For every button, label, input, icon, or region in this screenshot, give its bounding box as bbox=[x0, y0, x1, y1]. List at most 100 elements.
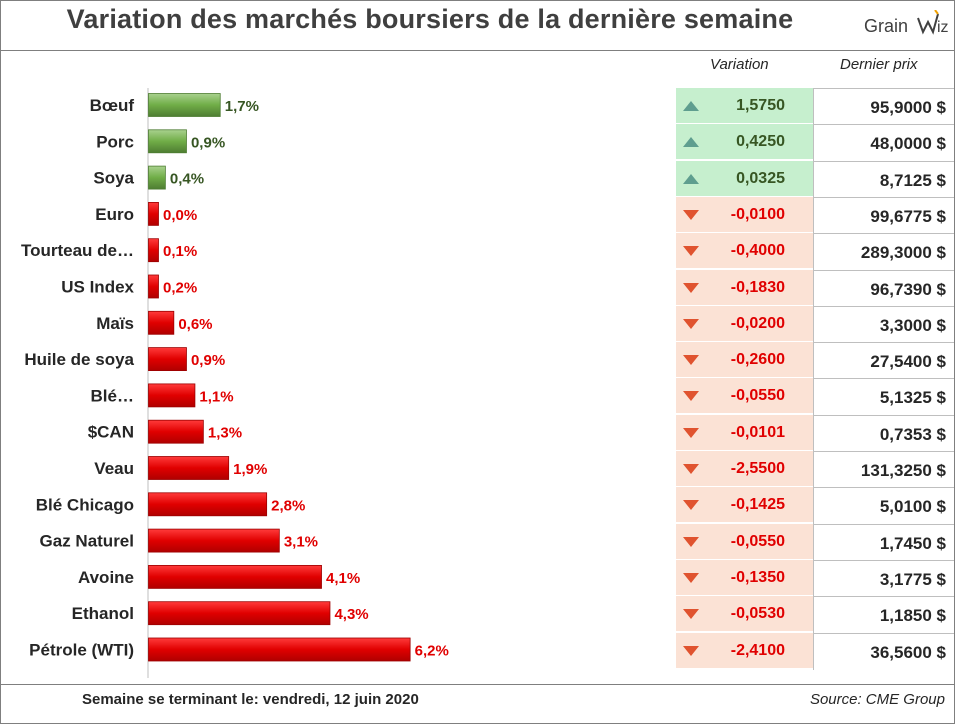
price-cell: 48,0000 $ bbox=[813, 124, 954, 162]
bar-chart: Bœuf 1,7% Porc 0,9% Soya 0,4% Euro 0,0% Tourteau… bbox=[21, 88, 449, 678]
triangle-down-icon bbox=[683, 282, 699, 293]
variation-cell: -0,2600 bbox=[676, 342, 813, 379]
variation-value: -0,0530 bbox=[730, 605, 785, 623]
bar-value-label: 0,1% bbox=[163, 243, 197, 260]
variation-cell: -0,1830 bbox=[676, 269, 813, 306]
variation-cell: 1,5750 bbox=[676, 88, 813, 124]
header-variation: Variation bbox=[710, 56, 769, 73]
price-value: 36,5600 $ bbox=[870, 642, 946, 662]
price-cell: 3,3000 $ bbox=[813, 305, 954, 343]
category-label: Soya bbox=[93, 169, 134, 188]
variation-value: -0,0550 bbox=[730, 532, 785, 550]
bar bbox=[148, 528, 280, 553]
triangle-down-icon bbox=[683, 536, 699, 547]
bar bbox=[148, 456, 230, 480]
price-value: 3,1775 $ bbox=[879, 569, 946, 589]
category-label: Veau bbox=[94, 459, 134, 478]
price-value: 96,7390 $ bbox=[870, 279, 946, 299]
triangle-down-icon bbox=[683, 645, 699, 656]
triangle-down-icon bbox=[683, 391, 699, 402]
variation-value: 0,4250 bbox=[736, 133, 785, 151]
table-row: -0,0550 5,1325 $ bbox=[676, 378, 954, 416]
price-value: 8,7125 $ bbox=[879, 170, 946, 190]
variation-cell: -2,4100 bbox=[676, 632, 813, 669]
variation-cell: -0,1425 bbox=[676, 487, 813, 524]
bar bbox=[148, 202, 159, 226]
category-label: Gaz Naturel bbox=[40, 532, 134, 551]
price-cell: 0,7353 $ bbox=[813, 414, 954, 452]
category-label: Tourteau de… bbox=[21, 241, 134, 260]
triangle-up-icon bbox=[683, 137, 699, 148]
price-value: 0,7353 $ bbox=[879, 424, 946, 444]
price-value: 5,1325 $ bbox=[879, 388, 946, 408]
variation-value: -0,0101 bbox=[730, 423, 785, 441]
variation-value: -0,0200 bbox=[730, 314, 785, 332]
category-label: Blé Chicago bbox=[36, 495, 134, 514]
variation-value: -0,1425 bbox=[730, 496, 785, 514]
bar-value-label: 2,8% bbox=[271, 497, 305, 514]
bar-value-label: 3,1% bbox=[284, 534, 318, 551]
table-row: -0,1425 5,0100 $ bbox=[676, 487, 954, 525]
variation-value: -0,0550 bbox=[730, 387, 785, 405]
bar-value-label: 0,4% bbox=[170, 171, 204, 188]
variation-value: -0,1350 bbox=[730, 568, 785, 586]
triangle-up-icon bbox=[683, 173, 699, 184]
triangle-down-icon bbox=[683, 209, 699, 220]
price-value: 131,3250 $ bbox=[860, 461, 946, 480]
price-value: 289,3000 $ bbox=[860, 243, 946, 263]
table-row: -0,4000 289,3000 $ bbox=[676, 233, 954, 271]
week-ending-label: Semaine se terminant le: vendredi, 12 ju… bbox=[82, 691, 419, 708]
price-value: 1,7450 $ bbox=[879, 533, 946, 553]
category-label: US Index bbox=[61, 278, 134, 297]
table-row: -0,0530 1,1850 $ bbox=[676, 596, 954, 634]
svg-text:iz: iz bbox=[937, 19, 949, 36]
category-label: Porc bbox=[96, 132, 134, 151]
triangle-down-icon bbox=[683, 500, 699, 511]
bar-value-label: 0,9% bbox=[191, 352, 225, 369]
category-label: Bœuf bbox=[90, 96, 135, 115]
bar bbox=[148, 274, 159, 299]
variation-cell: -0,0550 bbox=[676, 523, 813, 560]
variation-value: -2,4100 bbox=[730, 641, 785, 659]
price-value: 48,0000 $ bbox=[870, 134, 946, 154]
bar bbox=[148, 601, 331, 626]
variation-value: -2,5500 bbox=[730, 460, 785, 477]
header-divider bbox=[1, 50, 954, 51]
price-cell: 131,3250 $ bbox=[813, 451, 954, 488]
bar bbox=[148, 165, 166, 190]
variation-cell: 0,0325 bbox=[676, 160, 813, 197]
table-row: -2,5500 131,3250 $ bbox=[676, 451, 954, 488]
bar bbox=[148, 129, 187, 154]
price-cell: 289,3000 $ bbox=[813, 233, 954, 271]
variation-cell: -0,0100 bbox=[676, 196, 813, 233]
price-cell: 95,9000 $ bbox=[813, 88, 954, 125]
bar-value-label: 0,9% bbox=[191, 134, 225, 151]
variation-cell: -0,0200 bbox=[676, 305, 813, 342]
table-row: -0,0200 3,3000 $ bbox=[676, 305, 954, 343]
header-price: Dernier prix bbox=[840, 56, 918, 73]
table-row: -0,0100 99,6775 $ bbox=[676, 196, 954, 234]
price-cell: 1,7450 $ bbox=[813, 523, 954, 561]
variation-cell: -0,0530 bbox=[676, 596, 813, 633]
category-label: $CAN bbox=[88, 423, 134, 442]
price-cell: 5,1325 $ bbox=[813, 378, 954, 416]
source-label: Source: CME Group bbox=[809, 691, 945, 708]
category-label: Blé… bbox=[91, 386, 134, 405]
bar bbox=[148, 492, 268, 517]
price-value: 1,1850 $ bbox=[879, 606, 946, 626]
category-label: Maïs bbox=[96, 314, 134, 333]
table-row: 1,5750 95,9000 $ bbox=[676, 88, 954, 125]
triangle-down-icon bbox=[683, 427, 699, 438]
variation-value: 1,5750 bbox=[736, 97, 785, 114]
variation-value: -0,2600 bbox=[730, 351, 785, 369]
footer-divider bbox=[1, 684, 954, 685]
category-label: Pétrole (WTI) bbox=[29, 641, 134, 660]
variation-value: -0,1830 bbox=[730, 278, 785, 296]
table-row: 0,4250 48,0000 $ bbox=[676, 124, 954, 162]
bar-value-label: 1,3% bbox=[208, 425, 242, 442]
table-row: 0,0325 8,7125 $ bbox=[676, 160, 954, 198]
price-value: 3,3000 $ bbox=[879, 315, 946, 335]
price-value: 95,9000 $ bbox=[870, 98, 946, 117]
bar-value-label: 4,1% bbox=[326, 570, 360, 587]
price-cell: 5,0100 $ bbox=[813, 487, 954, 525]
